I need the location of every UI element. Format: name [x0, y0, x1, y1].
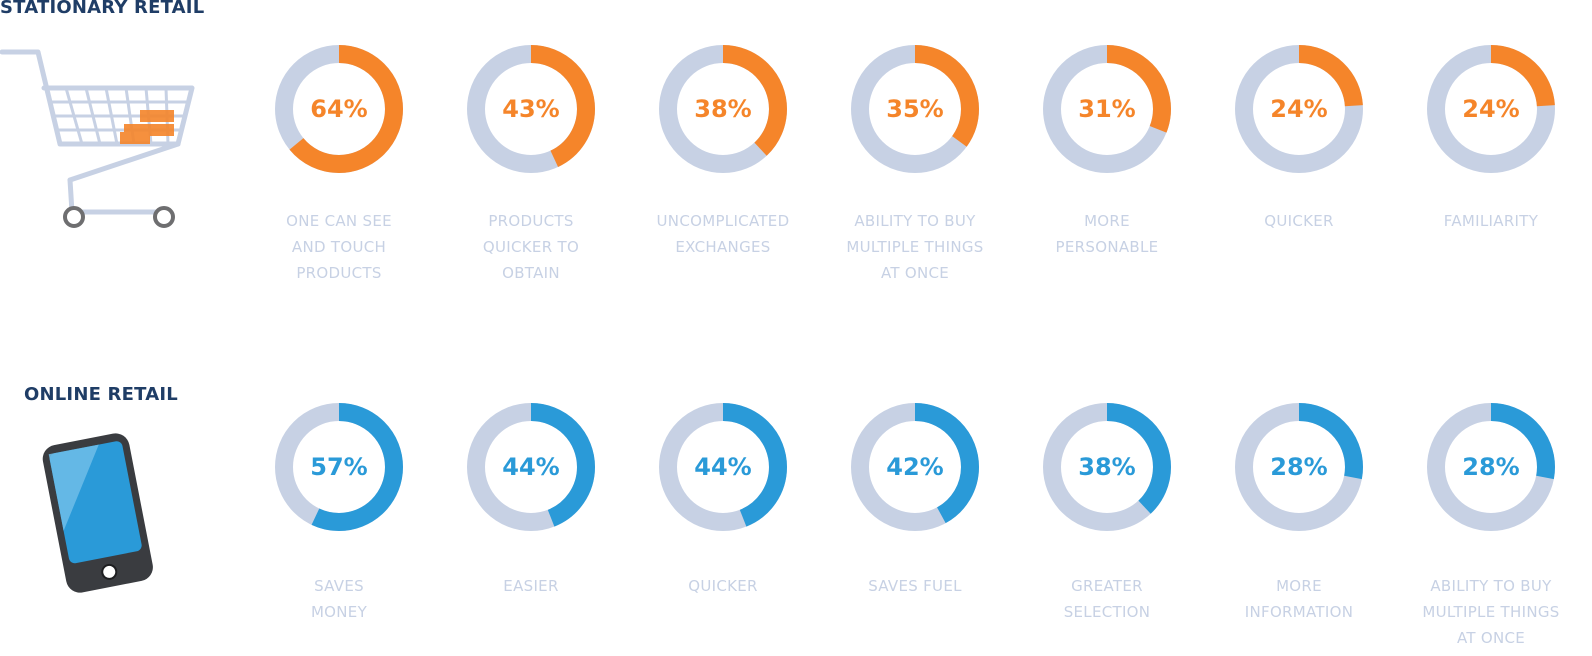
donut-arc: [1427, 45, 1555, 173]
smartphone-icon: [42, 433, 153, 593]
donut-arc: [1043, 45, 1171, 173]
donut-arc: [659, 45, 787, 173]
shopping-cart-icon: [0, 49, 195, 228]
online-retail-title: ONLINE RETAIL: [24, 384, 178, 405]
donut-arc: [1235, 45, 1363, 173]
donut-value-label: 24%: [1270, 95, 1327, 123]
donut-value-label: 28%: [1270, 453, 1327, 481]
donut-value-label: 31%: [1078, 95, 1135, 123]
donut-arc: [275, 403, 403, 531]
donut-arc: [1043, 403, 1171, 531]
donut-arc: [659, 403, 787, 531]
donut-value-label: 57%: [310, 453, 367, 481]
donut-value-label: 38%: [694, 95, 751, 123]
stationary-retail-title: STATIONARY RETAIL: [0, 0, 205, 18]
donut-value-label: 28%: [1462, 453, 1519, 481]
donut-value-label: 64%: [310, 95, 367, 123]
donut-value-label: 35%: [886, 95, 943, 123]
donut-value-label: 44%: [694, 453, 751, 481]
donut-arc: [467, 403, 595, 531]
donut-value-label: 42%: [886, 453, 943, 481]
donut-value-label: 38%: [1078, 453, 1135, 481]
donut-value-label: 43%: [502, 95, 559, 123]
donut-arc: [1235, 403, 1363, 531]
donut-arc: [467, 45, 595, 173]
donut-value-label: 24%: [1462, 95, 1519, 123]
donut-arc: [851, 45, 979, 173]
donut-arc: [851, 403, 979, 531]
donut-arc: [1427, 403, 1555, 531]
donut-value-label: 44%: [502, 453, 559, 481]
donut-arc: [275, 45, 403, 173]
